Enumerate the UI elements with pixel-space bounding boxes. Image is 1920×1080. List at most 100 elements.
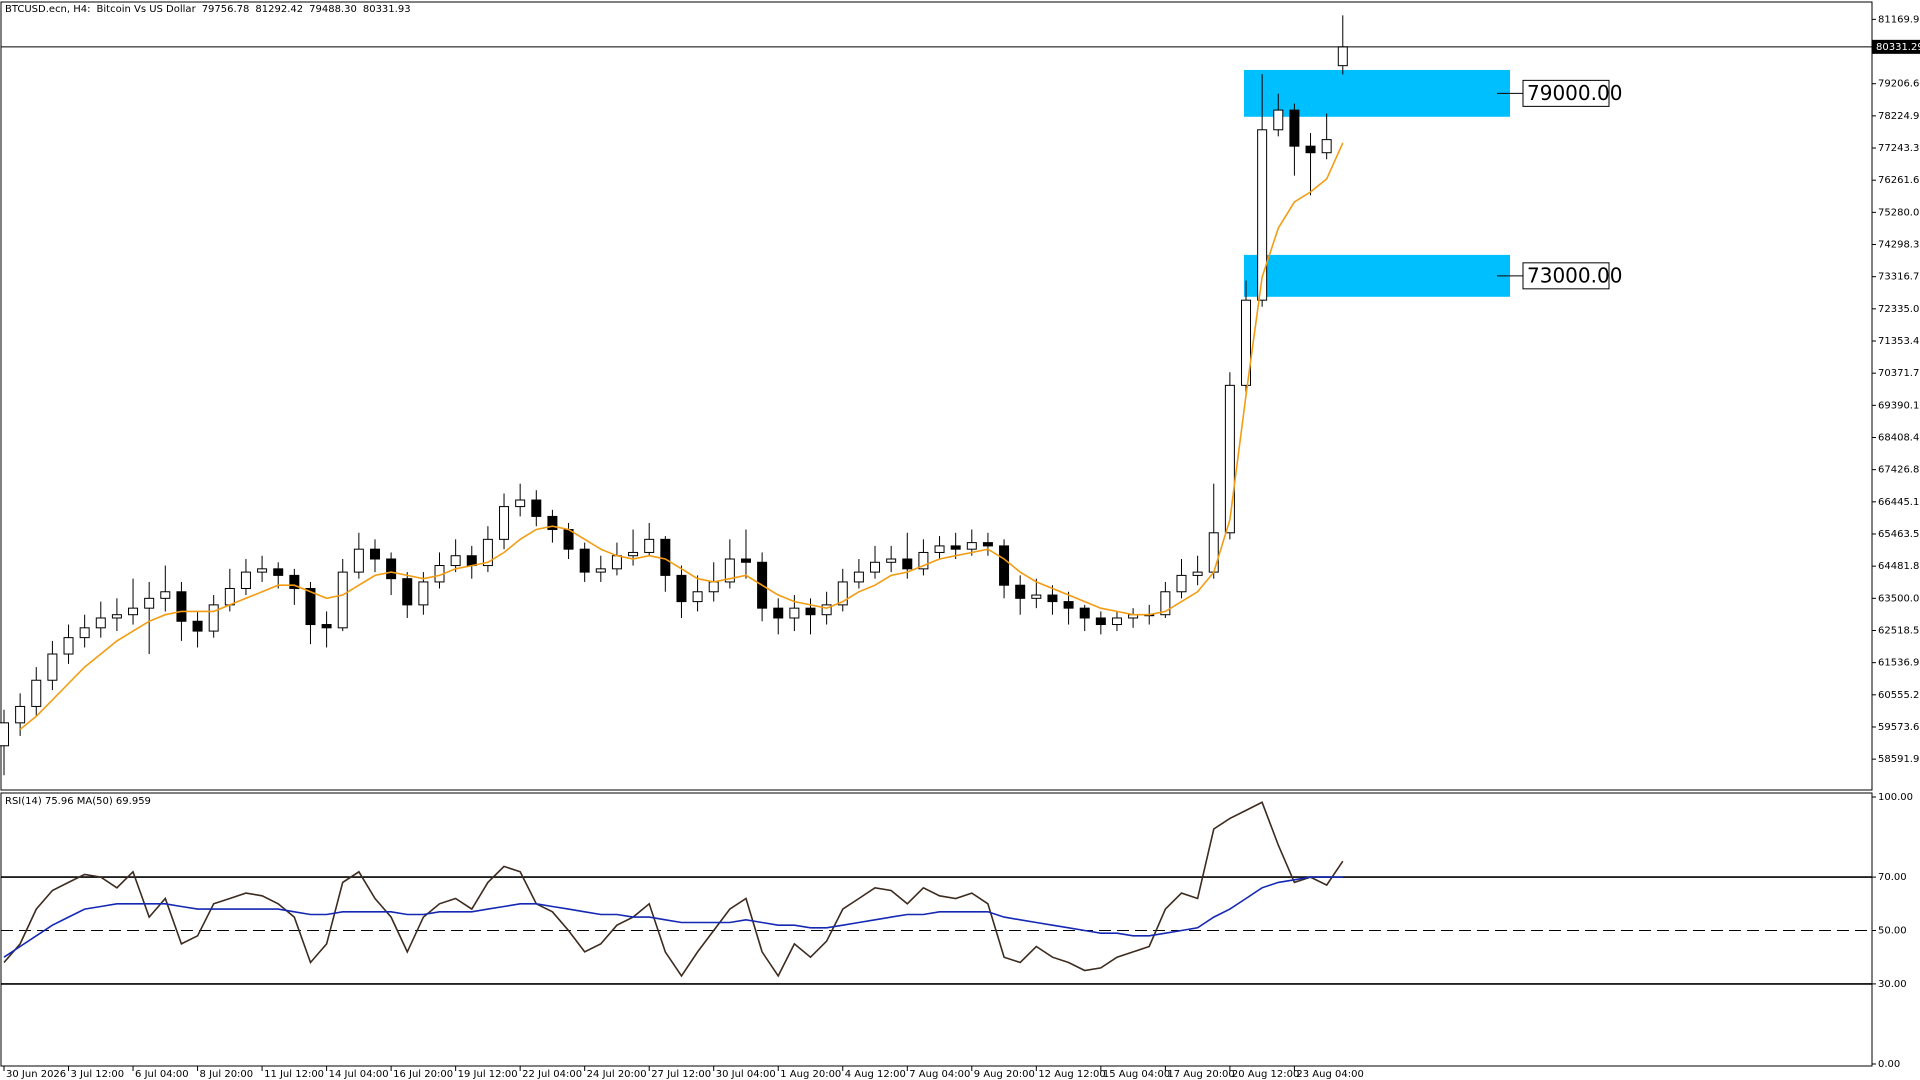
x-tick-label: 11 Jul 12:00 bbox=[264, 1069, 324, 1080]
candle-body bbox=[789, 607, 800, 619]
indicator-line bbox=[3, 876, 1343, 958]
candle-body bbox=[321, 624, 332, 629]
candle-body bbox=[531, 499, 542, 517]
candle-body bbox=[95, 617, 106, 629]
candle-body bbox=[353, 548, 364, 573]
candle-body bbox=[499, 506, 510, 540]
y-tick-label: 70.00 bbox=[1878, 872, 1907, 883]
candle-body bbox=[805, 607, 816, 616]
zone-label-box bbox=[1522, 79, 1610, 107]
candle-body bbox=[515, 499, 526, 508]
ohlc-value: 80331.93 bbox=[363, 4, 411, 15]
x-tick-label: 17 Aug 20:00 bbox=[1167, 1069, 1234, 1080]
y-tick-label: 79206.60 bbox=[1878, 79, 1920, 90]
x-tick-label: 19 Jul 12:00 bbox=[458, 1069, 518, 1080]
y-tick-label: 69390.10 bbox=[1878, 400, 1920, 411]
x-tick-label: 27 Jul 12:00 bbox=[651, 1069, 711, 1080]
candle-body bbox=[1192, 571, 1203, 576]
candle-body bbox=[966, 542, 977, 550]
x-tick-label: 23 Aug 04:00 bbox=[1296, 1069, 1363, 1080]
y-tick-label: 74298.35 bbox=[1878, 240, 1920, 251]
candle-body bbox=[563, 529, 574, 550]
candle-body bbox=[273, 568, 284, 576]
y-tick-label: 58591.95 bbox=[1878, 754, 1920, 765]
candle-body bbox=[982, 542, 993, 547]
x-tick-label: 14 Jul 04:00 bbox=[329, 1069, 389, 1080]
current-price-label: 80331.29 bbox=[1876, 42, 1920, 53]
candle-body bbox=[1337, 46, 1348, 67]
candle-body bbox=[208, 604, 219, 632]
y-tick-label: 70371.75 bbox=[1878, 368, 1920, 379]
y-tick-label: 60555.25 bbox=[1878, 690, 1920, 701]
y-tick-label: 72335.05 bbox=[1878, 304, 1920, 315]
candle-body bbox=[660, 538, 671, 576]
rsi-title: RSI(14) 75.96 MA(50) 69.959 bbox=[5, 796, 151, 807]
x-tick-label: 3 Jul 12:00 bbox=[71, 1069, 125, 1080]
candle-body bbox=[902, 558, 913, 570]
candle-body bbox=[1305, 145, 1316, 154]
y-tick-label: 67426.80 bbox=[1878, 465, 1920, 476]
candle-body bbox=[950, 545, 961, 550]
description: Bitcoin Vs US Dollar bbox=[97, 4, 197, 15]
candle-body bbox=[1176, 574, 1187, 593]
zone-label: 79000.00 bbox=[1527, 81, 1622, 105]
candle-body bbox=[934, 545, 945, 553]
x-tick-label: 1 Aug 20:00 bbox=[780, 1069, 841, 1080]
x-tick-label: 4 Aug 12:00 bbox=[845, 1069, 906, 1080]
candle-body bbox=[1257, 129, 1268, 301]
candle-body bbox=[0, 722, 9, 747]
x-tick-label: 9 Aug 20:00 bbox=[974, 1069, 1035, 1080]
candle-body bbox=[224, 587, 235, 606]
candle-body bbox=[692, 591, 703, 603]
candle-body bbox=[15, 705, 26, 724]
candle-body bbox=[1273, 109, 1284, 131]
candle-body bbox=[289, 574, 300, 589]
y-tick-label: 66445.15 bbox=[1878, 497, 1920, 508]
y-tick-label: 62518.55 bbox=[1878, 625, 1920, 636]
zone bbox=[1244, 69, 1510, 117]
y-tick-label: 68408.45 bbox=[1878, 432, 1920, 443]
price-panel bbox=[0, 1, 1873, 791]
candle-body bbox=[999, 545, 1010, 586]
y-tick-label: 100.00 bbox=[1878, 792, 1913, 803]
candle-body bbox=[1160, 591, 1171, 616]
y-tick-label: 77243.30 bbox=[1878, 143, 1920, 154]
y-tick-label: 78224.95 bbox=[1878, 111, 1920, 122]
candle-body bbox=[176, 591, 187, 622]
symbol: BTCUSD.ecn, H4: bbox=[5, 4, 91, 15]
candle-body bbox=[821, 604, 832, 616]
candle-body bbox=[337, 571, 348, 629]
x-tick-label: 15 Aug 04:00 bbox=[1103, 1069, 1170, 1080]
candle-body bbox=[192, 620, 203, 632]
zone-label: 73000.00 bbox=[1527, 263, 1622, 287]
candle-body bbox=[1289, 109, 1300, 147]
candle-body bbox=[482, 538, 493, 567]
candle-body bbox=[611, 555, 622, 570]
candle-body bbox=[1079, 607, 1090, 619]
candle-body bbox=[128, 607, 139, 616]
zone bbox=[1244, 254, 1510, 297]
ohlc-value: 79488.30 bbox=[309, 4, 357, 15]
candle-body bbox=[144, 597, 155, 609]
x-tick-label: 20 Aug 12:00 bbox=[1232, 1069, 1299, 1080]
chart-header: BTCUSD.ecn, H4: Bitcoin Vs US Dollar 79756… bbox=[5, 4, 411, 15]
y-tick-label: 50.00 bbox=[1878, 926, 1907, 937]
candle-body bbox=[1015, 584, 1026, 599]
candle-body bbox=[628, 551, 639, 557]
ohlc-value: 81292.42 bbox=[255, 4, 303, 15]
candle-body bbox=[547, 515, 558, 531]
candle-body bbox=[111, 614, 122, 619]
candle-body bbox=[386, 558, 397, 580]
y-tick-label: 64481.85 bbox=[1878, 561, 1920, 572]
zone-label-box bbox=[1522, 262, 1610, 290]
current-price-box bbox=[1872, 39, 1920, 54]
candle-body bbox=[1095, 617, 1106, 626]
x-tick-label: 12 Aug 12:00 bbox=[1038, 1069, 1105, 1080]
candle-body bbox=[450, 555, 461, 567]
candle-body bbox=[79, 627, 90, 639]
y-tick-label: 65463.50 bbox=[1878, 529, 1920, 540]
y-tick-label: 73316.70 bbox=[1878, 272, 1920, 283]
y-tick-label: 0.00 bbox=[1878, 1059, 1900, 1070]
x-tick-label: 7 Aug 04:00 bbox=[909, 1069, 970, 1080]
